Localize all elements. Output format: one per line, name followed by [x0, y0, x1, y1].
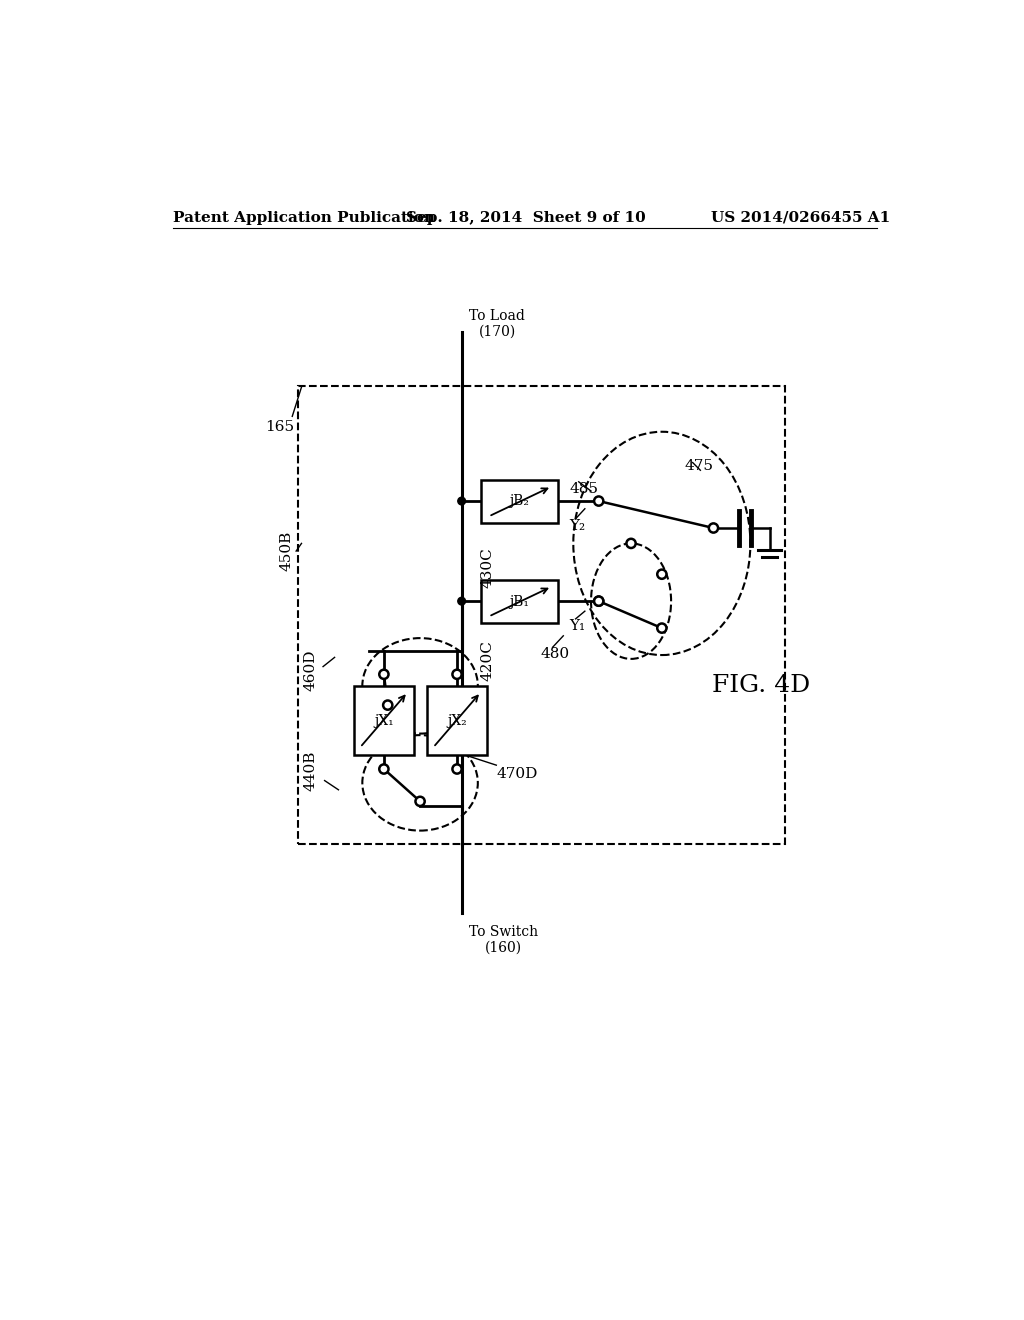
Circle shape — [379, 669, 388, 678]
Text: 480: 480 — [541, 647, 569, 661]
Circle shape — [627, 539, 636, 548]
Bar — [481, 480, 558, 523]
Text: 430C: 430C — [481, 548, 495, 587]
Circle shape — [594, 496, 603, 506]
Text: 440B: 440B — [304, 750, 317, 791]
Circle shape — [383, 701, 392, 710]
Bar — [298, 385, 785, 843]
Bar — [427, 686, 487, 755]
Text: 475: 475 — [685, 459, 714, 473]
Circle shape — [453, 764, 462, 774]
Circle shape — [453, 669, 462, 678]
Text: jB₁: jB₁ — [510, 594, 529, 609]
Circle shape — [458, 498, 466, 506]
Text: 420C: 420C — [481, 640, 495, 681]
Circle shape — [458, 597, 466, 605]
Text: US 2014/0266455 A1: US 2014/0266455 A1 — [711, 211, 891, 224]
Text: Patent Application Publication: Patent Application Publication — [173, 211, 435, 224]
Circle shape — [709, 523, 718, 532]
Text: Y₂: Y₂ — [569, 519, 586, 533]
Bar — [481, 581, 558, 623]
Circle shape — [416, 797, 425, 807]
Text: 460D: 460D — [304, 649, 317, 692]
Text: jB₂: jB₂ — [509, 495, 529, 508]
Text: 450B: 450B — [280, 531, 293, 572]
Text: Sep. 18, 2014  Sheet 9 of 10: Sep. 18, 2014 Sheet 9 of 10 — [407, 211, 646, 224]
Text: jX₁: jX₁ — [374, 714, 393, 727]
Bar — [354, 686, 414, 755]
Circle shape — [594, 597, 603, 606]
Text: FIG. 4D: FIG. 4D — [712, 675, 810, 697]
Text: 165: 165 — [265, 420, 295, 434]
Text: 485: 485 — [569, 482, 598, 496]
Text: jX₂: jX₂ — [447, 714, 467, 727]
Circle shape — [594, 597, 603, 606]
Text: 470D: 470D — [497, 767, 538, 780]
Text: Y₁: Y₁ — [569, 619, 586, 632]
Text: To Switch
(160): To Switch (160) — [469, 924, 539, 954]
Circle shape — [657, 570, 667, 579]
Circle shape — [379, 764, 388, 774]
Text: To Load
(170): To Load (170) — [469, 309, 525, 339]
Circle shape — [657, 623, 667, 632]
